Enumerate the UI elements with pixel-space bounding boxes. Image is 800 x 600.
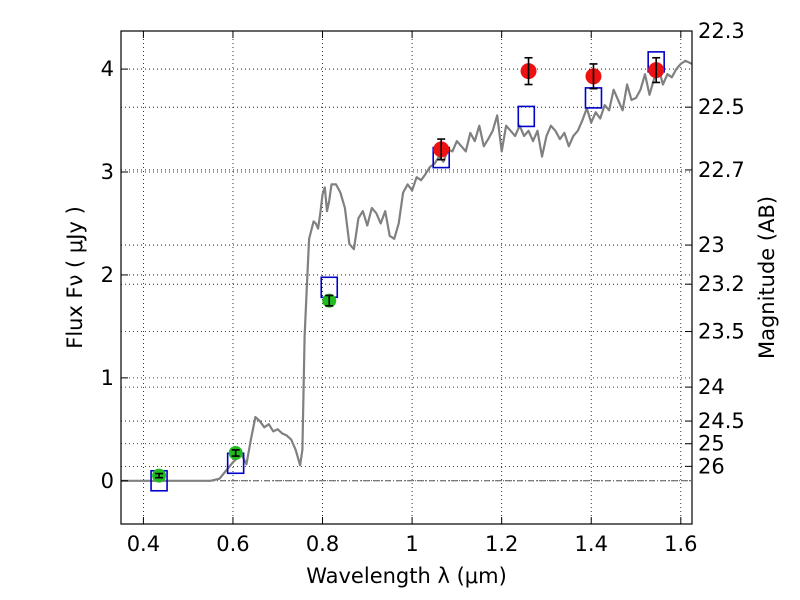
x-tick-label: 1.2: [485, 532, 518, 556]
x-tick-label: 0.6: [216, 532, 249, 556]
x-axis-label: Wavelength λ (μm): [306, 564, 507, 588]
x-tick-label: 1.4: [575, 532, 608, 556]
mag-tick-label: 24: [698, 375, 725, 399]
y-tick-labels: 0 1 2 3 4: [101, 57, 114, 493]
mag-tick-label: 22.3: [698, 19, 745, 43]
x-tick-label: 0.4: [127, 532, 160, 556]
y-tick-label: 2: [101, 263, 114, 287]
mag-tick-label: 22.5: [698, 95, 745, 119]
mag-tick-label: 23.5: [698, 320, 745, 344]
y-tick-label: 4: [101, 57, 114, 81]
x-tick-labels: 0.4 0.6 0.8 1 1.2 1.4 1.6: [127, 532, 698, 556]
mag-tick-label: 25: [698, 432, 725, 456]
y-axis-label: Flux Fν ( μJy ): [63, 206, 87, 349]
y-tick-label: 1: [101, 366, 114, 390]
mag-tick-label: 26: [698, 454, 725, 478]
mag-tick-label: 24.5: [698, 409, 745, 433]
axis-ticks: [121, 30, 692, 524]
y-tick-label: 0: [101, 469, 114, 493]
x-tick-label: 0.8: [306, 532, 339, 556]
x-tick-label: 1.6: [664, 532, 697, 556]
x-tick-label: 1: [405, 532, 418, 556]
mag-tick-label: 22.7: [698, 158, 745, 182]
plot-frame: [120, 30, 693, 525]
model-spectrum-line: [121, 59, 693, 482]
error-bars: [155, 56, 661, 479]
y-tick-label: 3: [101, 160, 114, 184]
model-photometry-square: [517, 105, 536, 128]
mag-tick-label: 23: [698, 233, 725, 257]
right-axis-label: Magnitude (AB): [755, 196, 779, 359]
mag-tick-label: 23.2: [698, 272, 745, 296]
model-spectrum: [121, 59, 693, 482]
